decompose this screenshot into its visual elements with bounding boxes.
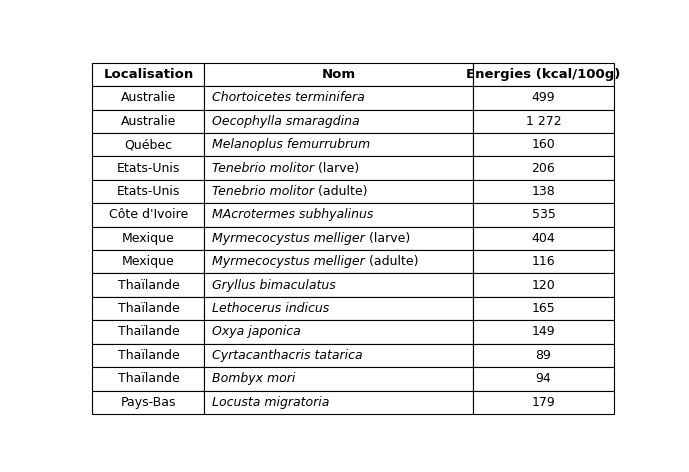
- Text: 535: 535: [531, 209, 555, 221]
- Bar: [205, 250, 473, 273]
- Text: (adulte): (adulte): [314, 185, 368, 198]
- Bar: [205, 344, 473, 367]
- Text: Pays-Bas: Pays-Bas: [121, 396, 176, 409]
- Bar: [92, 273, 205, 297]
- Text: Gryllus bimaculatus: Gryllus bimaculatus: [212, 278, 336, 292]
- Text: Côte d'Ivoire: Côte d'Ivoire: [109, 209, 188, 221]
- Text: 149: 149: [532, 326, 555, 338]
- Bar: [92, 320, 205, 344]
- Bar: [92, 133, 205, 156]
- Text: Localisation: Localisation: [103, 68, 194, 81]
- Bar: [473, 63, 614, 86]
- Text: Bombyx mori: Bombyx mori: [212, 372, 296, 385]
- Bar: [473, 133, 614, 156]
- Text: 179: 179: [532, 396, 555, 409]
- Bar: [473, 203, 614, 227]
- Text: Tenebrio molitor: Tenebrio molitor: [212, 185, 314, 198]
- Bar: [205, 180, 473, 203]
- Text: 116: 116: [532, 255, 555, 268]
- Bar: [205, 110, 473, 133]
- Bar: [92, 297, 205, 320]
- Text: 206: 206: [532, 161, 555, 175]
- Bar: [92, 63, 205, 86]
- Bar: [92, 367, 205, 390]
- Text: 1 272: 1 272: [526, 115, 562, 128]
- Bar: [205, 320, 473, 344]
- Text: (larve): (larve): [314, 161, 360, 175]
- Bar: [473, 156, 614, 180]
- Text: Australie: Australie: [121, 92, 176, 104]
- Text: Thaïlande: Thaïlande: [118, 372, 179, 385]
- Text: 165: 165: [532, 302, 555, 315]
- Bar: [205, 203, 473, 227]
- Text: Oecophylla smaragdina: Oecophylla smaragdina: [212, 115, 360, 128]
- Bar: [473, 297, 614, 320]
- Bar: [205, 367, 473, 390]
- Bar: [205, 63, 473, 86]
- Text: Cyrtacanthacris tatarica: Cyrtacanthacris tatarica: [212, 349, 363, 362]
- Bar: [92, 227, 205, 250]
- Text: (larve): (larve): [365, 232, 410, 245]
- Bar: [473, 250, 614, 273]
- Bar: [473, 273, 614, 297]
- Text: Québec: Québec: [124, 138, 172, 151]
- Text: 89: 89: [535, 349, 551, 362]
- Text: 138: 138: [532, 185, 555, 198]
- Bar: [473, 110, 614, 133]
- Text: 499: 499: [532, 92, 555, 104]
- Bar: [473, 227, 614, 250]
- Text: Etats-Unis: Etats-Unis: [116, 185, 180, 198]
- Text: Etats-Unis: Etats-Unis: [116, 161, 180, 175]
- Text: Australie: Australie: [121, 115, 176, 128]
- Bar: [92, 156, 205, 180]
- Bar: [92, 390, 205, 414]
- Text: MAcrotermes subhyalinus: MAcrotermes subhyalinus: [212, 209, 373, 221]
- Text: Myrmecocystus melliger: Myrmecocystus melliger: [212, 232, 365, 245]
- Text: Melanoplus femurrubrum: Melanoplus femurrubrum: [212, 138, 371, 151]
- Bar: [205, 86, 473, 110]
- Bar: [205, 227, 473, 250]
- Text: Mexique: Mexique: [122, 255, 175, 268]
- Bar: [473, 320, 614, 344]
- Bar: [205, 273, 473, 297]
- Bar: [473, 180, 614, 203]
- Text: Thaïlande: Thaïlande: [118, 278, 179, 292]
- Text: 404: 404: [532, 232, 555, 245]
- Bar: [92, 180, 205, 203]
- Text: 160: 160: [532, 138, 555, 151]
- Bar: [205, 156, 473, 180]
- Bar: [92, 110, 205, 133]
- Text: Mexique: Mexique: [122, 232, 175, 245]
- Bar: [473, 367, 614, 390]
- Bar: [92, 86, 205, 110]
- Text: Locusta migratoria: Locusta migratoria: [212, 396, 329, 409]
- Text: Energies (kcal/100g): Energies (kcal/100g): [466, 68, 621, 81]
- Text: (adulte): (adulte): [365, 255, 418, 268]
- Text: Chortoicetes terminifera: Chortoicetes terminifera: [212, 92, 365, 104]
- Bar: [205, 390, 473, 414]
- Text: Thaïlande: Thaïlande: [118, 326, 179, 338]
- Bar: [473, 86, 614, 110]
- Text: 120: 120: [532, 278, 555, 292]
- Text: 94: 94: [535, 372, 551, 385]
- Bar: [205, 133, 473, 156]
- Bar: [92, 250, 205, 273]
- Bar: [205, 297, 473, 320]
- Bar: [473, 390, 614, 414]
- Text: Tenebrio molitor: Tenebrio molitor: [212, 161, 314, 175]
- Text: Thaïlande: Thaïlande: [118, 349, 179, 362]
- Bar: [473, 344, 614, 367]
- Text: Nom: Nom: [322, 68, 356, 81]
- Text: Lethocerus indicus: Lethocerus indicus: [212, 302, 329, 315]
- Bar: [92, 203, 205, 227]
- Text: Thaïlande: Thaïlande: [118, 302, 179, 315]
- Text: Oxya japonica: Oxya japonica: [212, 326, 301, 338]
- Text: Myrmecocystus melliger: Myrmecocystus melliger: [212, 255, 365, 268]
- Bar: [92, 344, 205, 367]
